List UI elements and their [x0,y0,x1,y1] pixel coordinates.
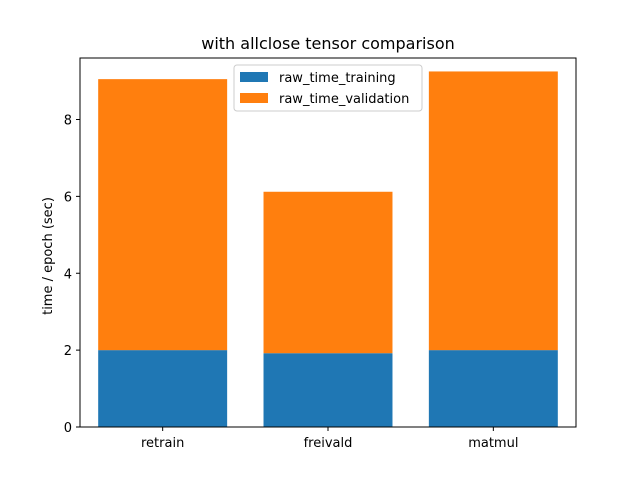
axes-group: 0 2 4 6 8 retrain freivald matmul [64,57,577,451]
y-tick-label-2: 2 [64,344,72,359]
legend-label-raw_time_training: raw_time_training [279,71,396,86]
x-tick-label-retrain: retrain [141,436,184,451]
bar-retrain-raw_time_training [98,350,228,427]
bar-freivald-raw_time_validation [263,191,393,354]
bar-retrain-raw_time_validation [98,79,228,351]
x-tick-label-matmul: matmul [468,436,518,451]
y-axis-label: time / epoch (sec) [41,197,56,315]
y-tick-label-8: 8 [64,114,72,129]
bar-freivald-raw_time_training [263,353,393,427]
y-tick-label-4: 4 [64,267,72,282]
bar-matmul-raw_time_validation [428,71,558,351]
y-tick-label-6: 6 [64,190,72,205]
chart-title: with allclose tensor comparison [201,34,455,53]
legend-box [233,64,423,112]
bars-group [98,71,558,427]
legend-swatch-raw_time_validation [240,93,268,103]
legend-label-raw_time_validation: raw_time_validation [279,92,409,107]
x-tick-label-freivald: freivald [304,436,353,451]
y-tick-label-0: 0 [64,421,72,436]
bar-matmul-raw_time_training [428,350,558,427]
legend-swatch-raw_time_training [240,72,268,82]
legend: raw_time_training raw_time_validation [233,64,423,112]
